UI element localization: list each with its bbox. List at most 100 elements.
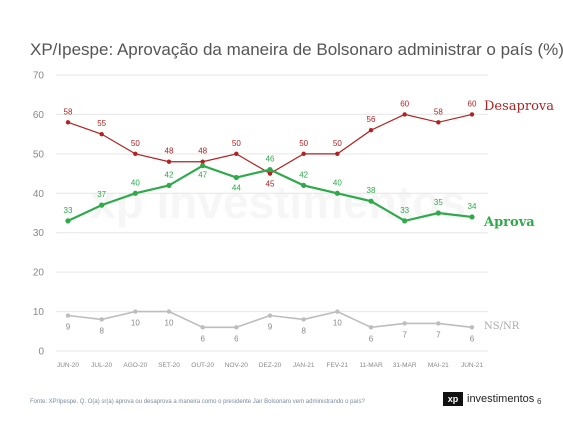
- data-point-aprova: [402, 218, 408, 224]
- data-label-nsnr: 10: [131, 319, 140, 328]
- x-tick-label: SET-20: [158, 362, 180, 369]
- x-tick-label: MAI-21: [428, 362, 449, 369]
- data-label-nsnr: 6: [200, 334, 205, 343]
- data-point-nsnr: [301, 317, 306, 322]
- data-point-nsnr: [234, 325, 239, 330]
- y-tick-label: 0: [38, 347, 44, 358]
- data-point-aprova: [132, 190, 138, 196]
- data-point-nsnr: [436, 321, 441, 326]
- x-tick-label: OUT-20: [191, 362, 214, 369]
- data-point-aprova: [99, 202, 105, 208]
- data-point-desaprova: [368, 128, 374, 133]
- data-point-nsnr: [267, 313, 273, 318]
- series-nsnr: 9 8 10 10 6 6 9 8 10 6 7 7 6 NS/NR: [66, 309, 520, 343]
- data-point-aprova: [200, 163, 206, 169]
- data-point-desaprova: [469, 112, 475, 117]
- data-label-desaprova: 56: [367, 115, 376, 124]
- data-label-desaprova: 58: [434, 107, 443, 116]
- data-label-aprova: 42: [299, 170, 308, 179]
- data-label-aprova: 37: [97, 190, 106, 199]
- x-tick-label: 31-MAR: [393, 362, 417, 369]
- y-axis-ticks: 0 10 20 30 40 50 60 70: [33, 71, 45, 358]
- data-label-aprova: 33: [400, 206, 409, 215]
- data-point-nsnr: [469, 325, 475, 330]
- data-point-desaprova: [166, 159, 172, 164]
- brand-wordmark: investimentos: [467, 393, 535, 405]
- data-point-nsnr: [99, 317, 104, 322]
- series-name-aprova: Aprova: [483, 215, 535, 230]
- data-label-aprova: 34: [468, 202, 477, 211]
- data-point-nsnr: [402, 321, 407, 326]
- data-label-nsnr: 10: [333, 319, 342, 328]
- data-label-nsnr: 10: [165, 319, 174, 328]
- data-point-desaprova: [436, 120, 441, 125]
- data-label-desaprova: 48: [165, 147, 174, 156]
- data-point-nsnr: [65, 313, 71, 318]
- data-point-nsnr: [368, 325, 374, 330]
- data-label-nsnr: 9: [66, 323, 71, 332]
- y-tick-label: 50: [33, 149, 45, 160]
- x-tick-label: NOV-20: [225, 362, 249, 369]
- data-label-aprova: 44: [232, 184, 241, 193]
- data-label-desaprova: 58: [64, 107, 73, 116]
- x-tick-label: AGO-20: [123, 362, 147, 369]
- data-label-desaprova: 50: [131, 139, 140, 148]
- x-tick-label: JUL-20: [91, 362, 112, 369]
- x-tick-label: DEZ-20: [259, 362, 282, 369]
- series-group: 58 55 50 48 48 50 45 50 50 56 60 58 60 Desaprova 33 37 4…: [64, 99, 555, 343]
- data-point-desaprova: [234, 151, 239, 157]
- data-label-desaprova: 50: [333, 139, 342, 148]
- data-label-aprova: 42: [165, 170, 174, 179]
- data-point-desaprova: [402, 112, 407, 117]
- source-note: Fonte: XP/Ipespe. Q. O(a) sr(a) aprova o…: [30, 399, 365, 405]
- data-label-nsnr: 6: [234, 334, 239, 343]
- data-label-aprova: 40: [131, 178, 140, 187]
- data-label-aprova: 33: [64, 206, 73, 215]
- data-label-nsnr: 9: [268, 323, 273, 332]
- data-label-nsnr: 7: [436, 330, 441, 339]
- chart-title: XP/Ipespe: Aprovação da maneira de Bolso…: [30, 40, 563, 59]
- gridlines: [56, 74, 488, 352]
- data-label-nsnr: 6: [369, 334, 374, 343]
- data-point-desaprova: [133, 151, 138, 157]
- data-point-aprova: [469, 214, 475, 220]
- y-tick-label: 40: [33, 189, 45, 200]
- y-tick-label: 70: [33, 71, 45, 82]
- x-tick-label: JUN-21: [461, 362, 483, 369]
- data-label-aprova: 46: [266, 155, 275, 164]
- page-number: 6: [537, 397, 542, 406]
- data-point-aprova: [368, 198, 374, 204]
- data-label-nsnr: 7: [402, 330, 407, 339]
- data-label-desaprova: 50: [299, 139, 308, 148]
- data-label-aprova: 47: [198, 171, 207, 180]
- xp-logo-icon: xp: [443, 392, 463, 406]
- data-label-nsnr: 8: [301, 326, 306, 335]
- data-point-aprova: [435, 210, 441, 216]
- data-point-desaprova: [335, 151, 340, 157]
- x-tick-label: 11-MAR: [359, 362, 383, 369]
- series-aprova: 33 37 40 42 47 44 46 42 40 38 33 35 34 Aprova: [64, 155, 536, 230]
- data-point-desaprova: [65, 120, 71, 125]
- data-point-aprova: [301, 182, 307, 188]
- x-tick-label: JUN-20: [57, 362, 79, 369]
- data-label-aprova: 40: [333, 178, 342, 187]
- series-line-desaprova: [67, 113, 473, 175]
- data-point-nsnr: [200, 325, 205, 330]
- data-label-desaprova: 60: [400, 99, 409, 108]
- series-name-desaprova: Desaprova: [484, 99, 554, 114]
- data-point-desaprova: [99, 131, 104, 137]
- data-point-desaprova: [267, 171, 273, 176]
- x-tick-label: FEV-21: [326, 362, 348, 369]
- data-label-aprova: 38: [367, 186, 376, 195]
- data-point-aprova: [166, 182, 172, 188]
- data-point-nsnr: [166, 309, 172, 314]
- x-tick-label: JAN-21: [293, 362, 315, 369]
- data-label-desaprova: 48: [198, 147, 207, 156]
- data-point-aprova: [233, 174, 239, 181]
- y-tick-label: 20: [33, 268, 45, 279]
- data-label-nsnr: 8: [99, 326, 104, 335]
- series-desaprova: 58 55 50 48 48 50 45 50 50 56 60 58 60 Desaprova: [64, 99, 555, 189]
- data-point-aprova: [334, 190, 340, 196]
- data-label-nsnr: 6: [470, 334, 475, 343]
